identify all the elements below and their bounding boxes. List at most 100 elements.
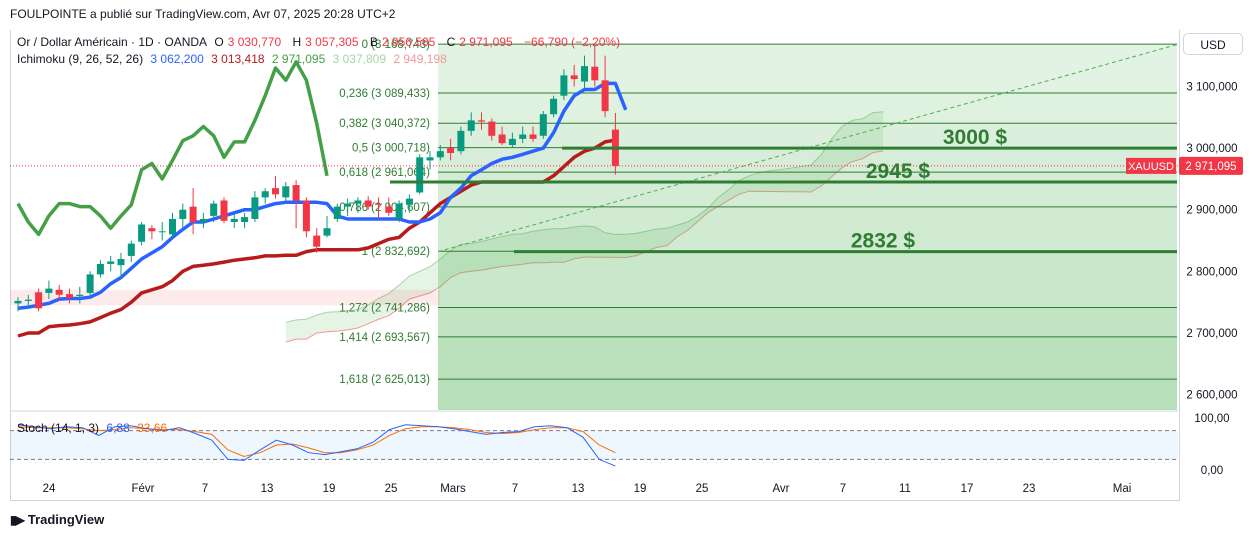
candle-body [426,157,434,161]
price-axis-label: 3 000,000 [1186,143,1237,155]
candle-body [127,243,135,256]
key-level-label: 2832 $ [851,230,916,253]
candle-body [385,206,393,213]
ichimoku-chikou-value: 2 971,095 [271,52,326,66]
candle-body [169,218,176,235]
candle-body [107,261,115,264]
candle-body [117,259,125,266]
stoch-d-value: 33,66 [137,421,168,435]
candle-body [35,292,43,309]
candle-body [570,75,578,80]
support-resistance-levels: 3000 $ 2945 $ 2832 $ [390,126,1177,254]
fib-band [438,44,1177,93]
candle-body [158,231,166,233]
stoch-k-value: 6,88 [106,421,130,435]
fib-level-label: 0,236 (3 089,433) [339,88,430,100]
candle-body [467,120,475,131]
fib-band [438,336,1177,380]
fib-band [438,123,1177,148]
fib-level-label: 0,786 (2 904,607) [339,202,430,214]
price-axis-label: 2 600,000 [1186,390,1237,402]
fib-level-label: 1,414 (2 693,567) [339,332,430,344]
tradingview-logo-icon: ▮▶ [10,513,25,527]
stoch-label[interactable]: Stoch (14, 1, 3) [17,421,100,435]
candle-body [333,206,341,219]
publisher-line: FOULPOINTE a publié sur TradingView.com,… [10,7,396,21]
stoch-axis-label: 100,00 [1194,413,1229,425]
fib-level-label: 1,272 (2 741,286) [339,303,430,315]
ichimoku-legend[interactable]: Ichimoku (9, 26, 52, 26) 3 062,200 3 013… [17,52,451,66]
candle-body [45,288,53,293]
candle-body [395,203,403,219]
time-axis-label: Févr [132,483,155,495]
candle-body [416,157,424,193]
chart-frame [10,30,1180,501]
stochastic-panel [10,410,1178,467]
fib-level-label: 0,618 (2 961,064) [339,167,430,179]
candle-body [519,134,527,139]
fib-band-extension [438,379,1177,410]
stoch-legend[interactable]: Stoch (14, 1, 3) 6,88 33,66 [17,421,171,435]
candle-body [581,66,588,82]
time-axis-label: 17 [961,483,974,495]
price-change: −66,790 (−2,20%) [524,35,621,49]
ichimoku-kijun-value: 3 013,418 [211,52,265,66]
fib-band [438,172,1177,207]
tenkan-sen-line [17,81,628,311]
ichimoku-tenkan-value: 3 062,200 [150,52,204,66]
candle-body [292,185,300,201]
candle-body [457,130,465,152]
fib-level-label: 0,382 (3 040,372) [339,118,430,130]
ichimoku-spanB-value: 2 949,198 [393,52,447,66]
candle-body [313,235,321,247]
time-axis-label: 25 [385,483,398,495]
candle-body [251,197,259,219]
last-price-tag [1179,156,1243,175]
candle-body [272,188,279,195]
last-price-label: 2 971,095 [1185,161,1236,173]
axes: 3 100,000 3 000,000 2 900,000 2 800,000 2 70… [43,81,1243,495]
key-level-label: 2945 $ [866,160,931,183]
symbol-name[interactable]: Or / Dollar Américain · 1D · OANDA [17,35,208,49]
fibonacci-retracement: 0 (3 168,743) 0,236 (3 089,433) 0,382 (3 0… [339,39,1178,410]
stoch-d-line [17,426,616,458]
ichimoku-cloud [10,111,884,343]
candle-body [66,294,73,298]
stoch-axis-label: 0,00 [1201,465,1223,477]
ichimoku-label[interactable]: Ichimoku (9, 26, 52, 26) [17,52,144,66]
candle-body [138,224,146,242]
tradingview-brand[interactable]: ▮▶ TradingView [10,512,104,527]
candle-body [261,191,269,198]
candle-body [375,203,382,205]
time-axis-label: 23 [1023,483,1036,495]
time-axis-label: 19 [323,483,336,495]
time-axis-label: 7 [512,483,518,495]
currency-button[interactable]: USD [1183,33,1243,55]
candle-body [498,134,506,144]
fib-band [438,307,1177,337]
symbol-tag [1126,157,1176,174]
candle-body [478,120,485,122]
price-axis-label: 2 800,000 [1186,266,1237,278]
price-axis-label: 3 100,000 [1186,81,1237,93]
brand-label: TradingView [27,512,105,527]
candle-body [199,218,207,223]
candle-body [302,200,310,232]
candle-body [436,151,444,158]
candle-body [591,66,599,81]
fib-trend-line [437,44,1178,253]
fib-level-label: 0 (3 168,743) [362,39,431,51]
time-axis-label: 24 [43,483,56,495]
candle-body [364,200,372,207]
ichimoku-spanA-value: 3 037,809 [332,52,387,66]
time-axis-label: 7 [840,483,846,495]
candle-body [447,148,455,154]
price-axis-label: 2 700,000 [1186,328,1237,340]
candle-body [55,289,63,295]
